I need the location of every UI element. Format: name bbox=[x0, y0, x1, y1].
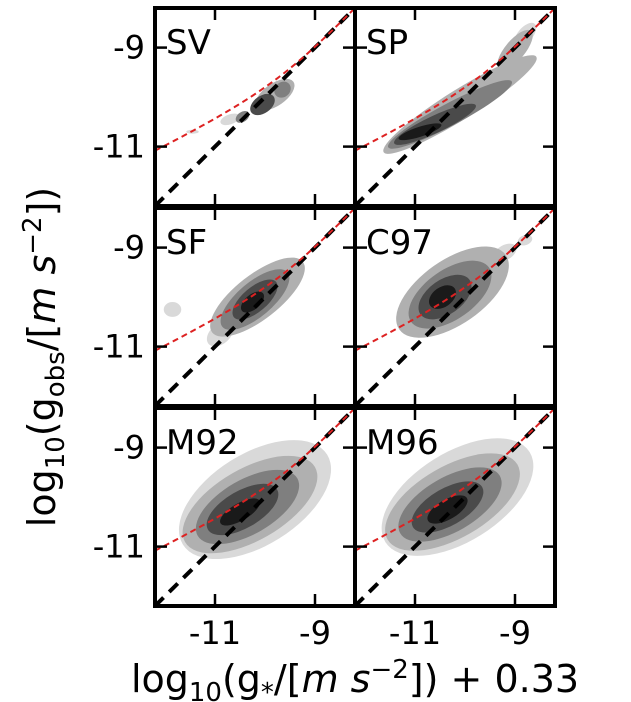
density-contour bbox=[398, 123, 442, 141]
y-axis-title: log10(gobs/[m s−2]) bbox=[18, 187, 71, 527]
density-contour bbox=[220, 113, 240, 126]
panel-label: SP bbox=[366, 23, 408, 63]
panel-sf: SF bbox=[153, 206, 357, 408]
one-to-one-line bbox=[155, 408, 355, 606]
y-tick-label: -11 bbox=[93, 128, 145, 166]
x-axis-title-slash: /[ bbox=[274, 657, 302, 701]
y-axis-title-g: (g bbox=[20, 397, 64, 436]
panel-plot-area bbox=[355, 208, 555, 406]
density-contour bbox=[250, 93, 275, 116]
panel-label: C97 bbox=[366, 223, 433, 263]
relation-curve bbox=[355, 408, 555, 552]
one-to-one-line bbox=[355, 208, 555, 406]
x-tick-label: -11 bbox=[189, 614, 241, 652]
relation-curve bbox=[155, 8, 355, 152]
relation-curve bbox=[155, 408, 355, 552]
panel-label: M92 bbox=[166, 423, 239, 463]
panel-m96: M96 bbox=[353, 406, 557, 608]
one-to-one-line bbox=[355, 8, 555, 206]
x-axis-title-units: m s bbox=[302, 657, 371, 701]
x-axis-title-substar: * bbox=[261, 678, 274, 702]
panel-frame bbox=[353, 406, 557, 608]
density-contour bbox=[163, 302, 182, 317]
x-tick-label: -9 bbox=[499, 614, 531, 652]
panel-plot-area bbox=[155, 208, 355, 406]
panel-plot-area bbox=[155, 8, 355, 206]
x-axis-title: log10(g*/[m s−2]) + 0.33 bbox=[131, 655, 579, 702]
one-to-one-line bbox=[155, 208, 355, 406]
x-axis-title-g: (g bbox=[222, 657, 261, 701]
panel-m92: M92 bbox=[153, 406, 357, 608]
y-axis-title-close: ]) bbox=[20, 187, 64, 217]
y-tick-label: -11 bbox=[93, 528, 145, 566]
density-contour bbox=[240, 291, 265, 313]
y-axis-title-log: log bbox=[20, 469, 64, 527]
one-to-one-line bbox=[355, 408, 555, 606]
y-tick-label: -9 bbox=[113, 429, 145, 467]
panel-sp: SP bbox=[353, 6, 557, 208]
y-axis-title-units: m s bbox=[20, 255, 64, 324]
panel-label: M96 bbox=[366, 423, 439, 463]
relation-curve bbox=[355, 8, 555, 152]
x-axis-title-sub10: 10 bbox=[189, 678, 222, 702]
panel-c97: C97 bbox=[353, 206, 557, 408]
panel-sv: SV bbox=[153, 6, 357, 208]
y-tick-label: -9 bbox=[113, 229, 145, 267]
x-axis-title-exp: −2 bbox=[370, 655, 408, 685]
density-contour bbox=[428, 285, 457, 309]
y-axis-title-subobs: obs bbox=[41, 351, 71, 397]
density-contour bbox=[220, 498, 260, 526]
y-tick-label: -9 bbox=[113, 29, 145, 67]
y-axis-title-exp: −2 bbox=[18, 216, 48, 254]
relation-curve bbox=[155, 208, 355, 352]
x-axis-title-tail: ]) + 0.33 bbox=[409, 657, 579, 701]
one-to-one-line bbox=[155, 8, 355, 206]
y-tick-label: -11 bbox=[93, 328, 145, 366]
x-tick-label: -9 bbox=[299, 614, 331, 652]
y-axis-title-sub10: 10 bbox=[41, 436, 71, 469]
density-contour bbox=[517, 234, 533, 246]
panel-plot-area bbox=[155, 408, 355, 606]
panel-plot-area bbox=[355, 8, 555, 206]
density-contour bbox=[274, 81, 291, 98]
panels-layer: SV SP SF C97 M92 M96 bbox=[153, 6, 557, 608]
panel-plot-area bbox=[355, 408, 555, 606]
x-tick-label: -11 bbox=[389, 614, 441, 652]
x-axis-title-log: log bbox=[131, 657, 189, 701]
y-axis-title-slash: /[ bbox=[20, 324, 64, 352]
relation-curve bbox=[355, 208, 555, 352]
panel-label: SF bbox=[166, 223, 207, 263]
tick-labels-layer: -11 -9 -11 -9 -11 -9 -11 -9 -11 -9 bbox=[93, 29, 531, 652]
panel-label: SV bbox=[166, 23, 211, 63]
